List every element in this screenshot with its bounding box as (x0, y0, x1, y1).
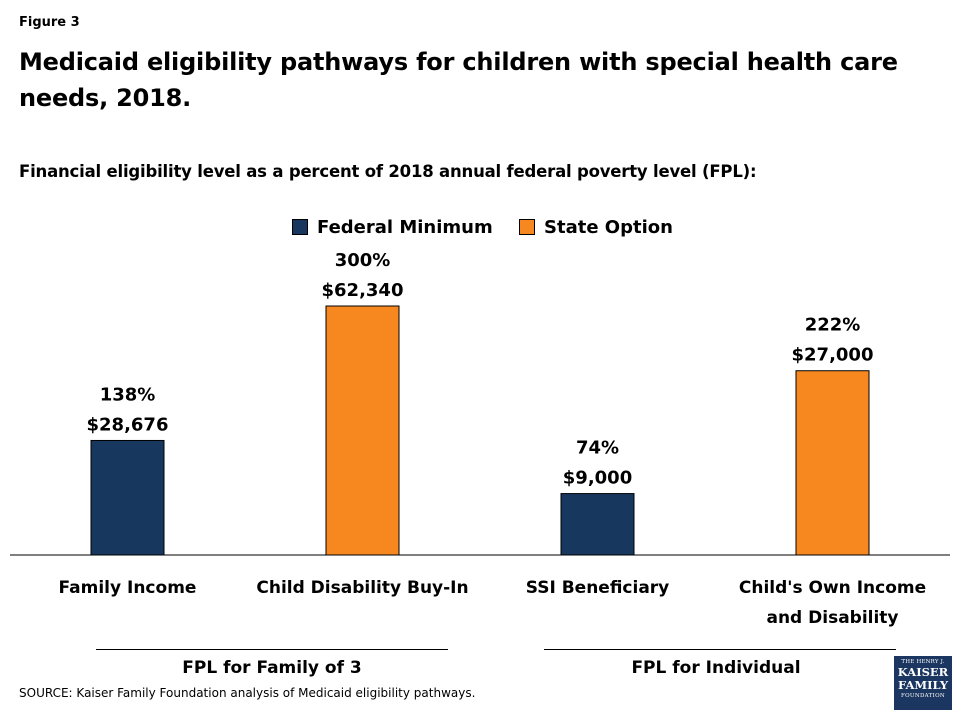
data-label-dollar-family-income: $28,676 (87, 414, 169, 435)
data-label-dollar-child-s-own-income-and-disability: $27,000 (792, 345, 874, 366)
chart-subtitle: Financial eligibility level as a percent… (19, 162, 757, 181)
category-label-child-s-own-income-and-disability-line-2: and Disability (766, 608, 898, 628)
kff-logo: THE HENRY J. KAISER FAMILY FOUNDATION (894, 656, 952, 710)
bar-child-s-own-income-and-disability (795, 370, 870, 556)
legend-item-state-option: State Option (519, 215, 673, 239)
data-label-pct-child-s-own-income-and-disability: 222% (805, 315, 861, 336)
data-label-dollar-child-disability-buy-in: $62,340 (322, 280, 404, 301)
figure-label: Figure 3 (19, 15, 80, 30)
legend-label-federal-minimum: Federal Minimum (317, 216, 493, 238)
logo-line-2: KAISER (897, 665, 949, 679)
category-label-family-income: Family Income (59, 578, 197, 598)
group-label-individual: FPL for Individual (631, 658, 801, 678)
legend-swatch-federal-minimum (292, 219, 308, 235)
chart-title: Medicaid eligibility pathways for childr… (19, 48, 898, 112)
data-label-pct-child-disability-buy-in: 300% (335, 250, 391, 271)
legend-item-federal-minimum: Federal Minimum (292, 215, 493, 239)
category-label-child-disability-buy-in: Child Disability Buy-In (256, 578, 468, 598)
legend-swatch-state-option (519, 219, 535, 235)
logo-line-1: THE HENRY J. (901, 659, 945, 665)
data-label-pct-family-income: 138% (100, 384, 156, 405)
group-divider-individual (544, 649, 896, 650)
group-label-family: FPL for Family of 3 (182, 658, 362, 678)
source-note: SOURCE: Kaiser Family Foundation analysi… (19, 686, 476, 700)
category-label-ssi-beneficiary: SSI Beneficiary (526, 578, 670, 598)
category-label-child-s-own-income-and-disability-line-1: Child's Own Income (739, 578, 926, 598)
logo-line-4: FOUNDATION (900, 693, 946, 699)
logo-line-3: FAMILY (897, 678, 949, 692)
bar-ssi-beneficiary (560, 493, 635, 556)
legend-label-state-option: State Option (544, 216, 673, 238)
group-divider-family (96, 649, 448, 650)
bar-family-income (90, 439, 165, 556)
data-label-pct-ssi-beneficiary: 74% (576, 438, 619, 459)
data-label-dollar-ssi-beneficiary: $9,000 (563, 468, 632, 489)
bar-chart: 138% $28,676 Family Income 300% $62,340 Child… (10, 250, 950, 628)
legend: Federal Minimum State Option (0, 215, 960, 239)
bar-child-disability-buy-in (325, 305, 400, 556)
